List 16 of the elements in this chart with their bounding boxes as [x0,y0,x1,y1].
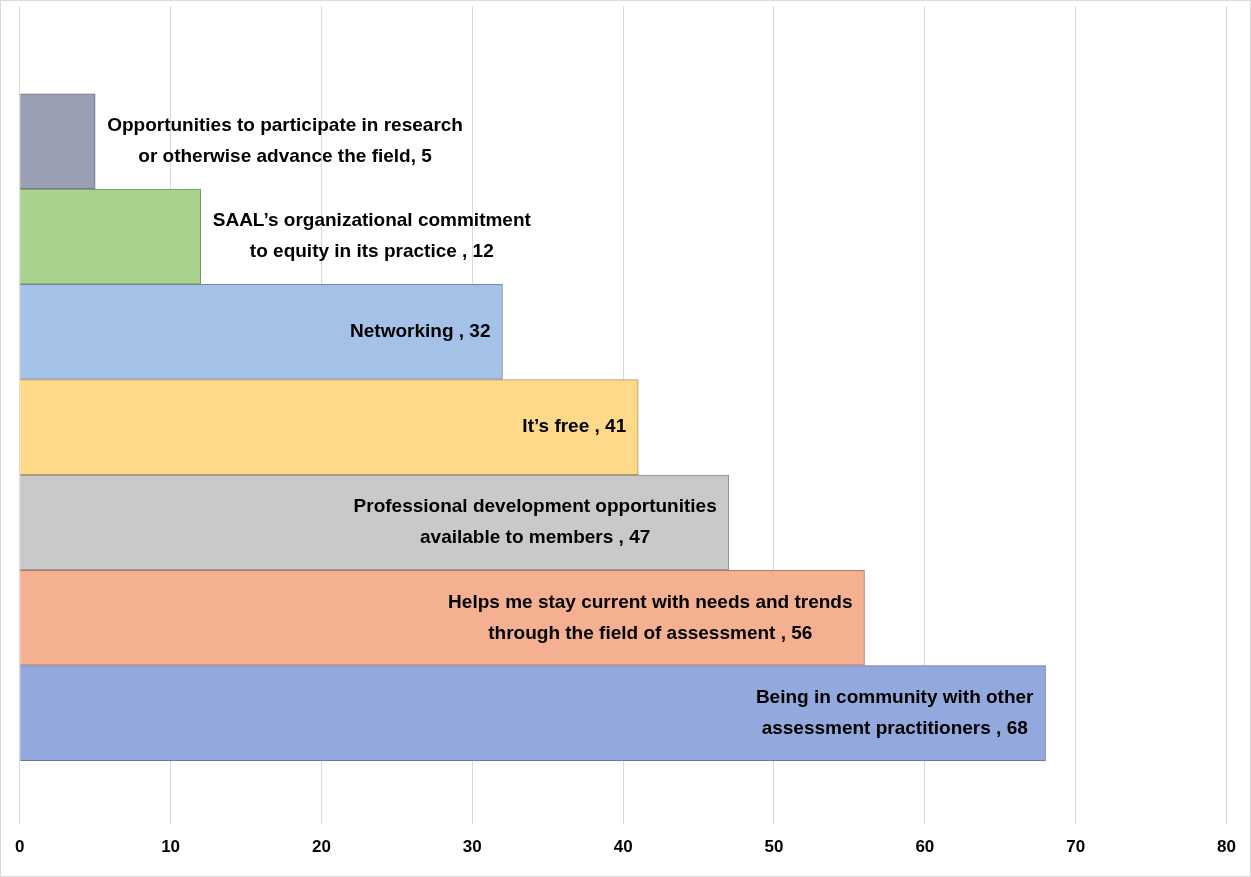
x-tick-label: 60 [915,837,935,857]
x-tick-label: 20 [311,837,331,857]
data-label: Professional development opportunities available to members , 47 [353,495,717,548]
data-label: Networking , 32 [350,320,491,342]
x-tick-label: 30 [462,837,482,857]
data-label: SAAL’s organizational commitment to equity in its practice , 12 [212,209,532,262]
x-tick-label: 50 [764,837,784,857]
x-tick-label: 10 [161,837,181,857]
x-tick-label: 70 [1066,837,1086,857]
x-tick-label: 0 [14,837,25,857]
x-tick-label: 40 [613,837,633,857]
data-label: It’s free , 41 [522,415,627,437]
x-tick-label: 80 [1217,837,1237,857]
data-label: Being in community with other assessment practitioners , 68 [755,685,1035,738]
data-label: Opportunities to participate in research or otherwise advance the field, 5 [107,114,463,167]
data-label: Helps me stay current with needs and trends through the field of assessment , 56 [448,590,853,643]
